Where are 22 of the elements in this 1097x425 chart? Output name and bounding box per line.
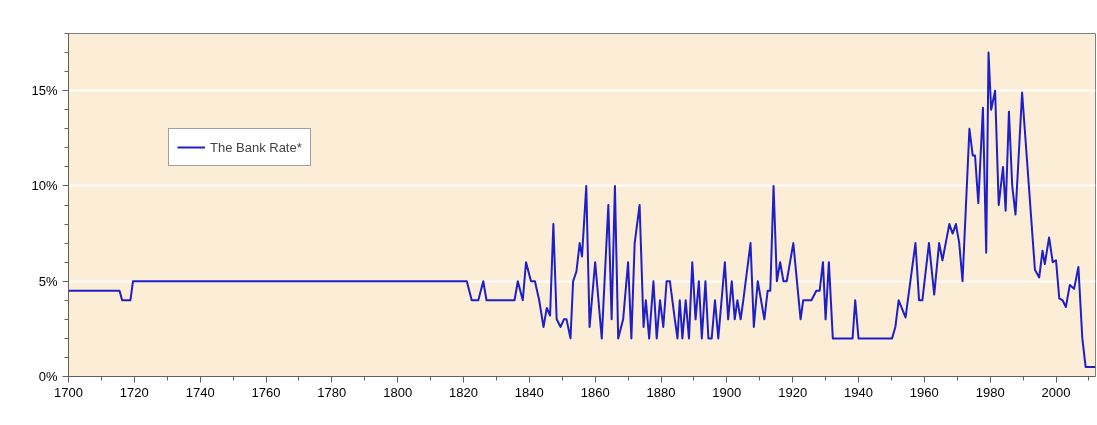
x-tick-label: 1760 [251,384,281,400]
x-tick-label: 1940 [844,384,873,400]
x-tick-label: 1820 [449,384,478,400]
x-tick-label: 1740 [185,384,215,400]
x-tick-label: 1700 [54,384,83,400]
legend-label: The Bank Rate* [210,139,302,155]
y-tick-label: 5% [38,273,58,289]
x-tick-label: 1980 [975,384,1005,400]
x-tick-label: 1920 [778,384,808,400]
x-tick-label: 1880 [646,384,676,400]
x-tick-label: 1840 [514,384,544,400]
x-tick-label: 1780 [317,384,347,400]
y-tick-label: 10% [31,178,58,194]
x-tick-label: 1900 [712,384,742,400]
line-series [68,51,1096,368]
x-tick-label: 2000 [1041,384,1071,400]
x-tick-label: 1800 [383,384,413,400]
x-tick-label: 1960 [909,384,939,400]
y-tick-label: 0% [38,369,58,384]
x-tick-label: 1860 [580,384,610,400]
y-tick-label: 15% [31,83,58,99]
x-tick-label: 1720 [119,384,149,400]
